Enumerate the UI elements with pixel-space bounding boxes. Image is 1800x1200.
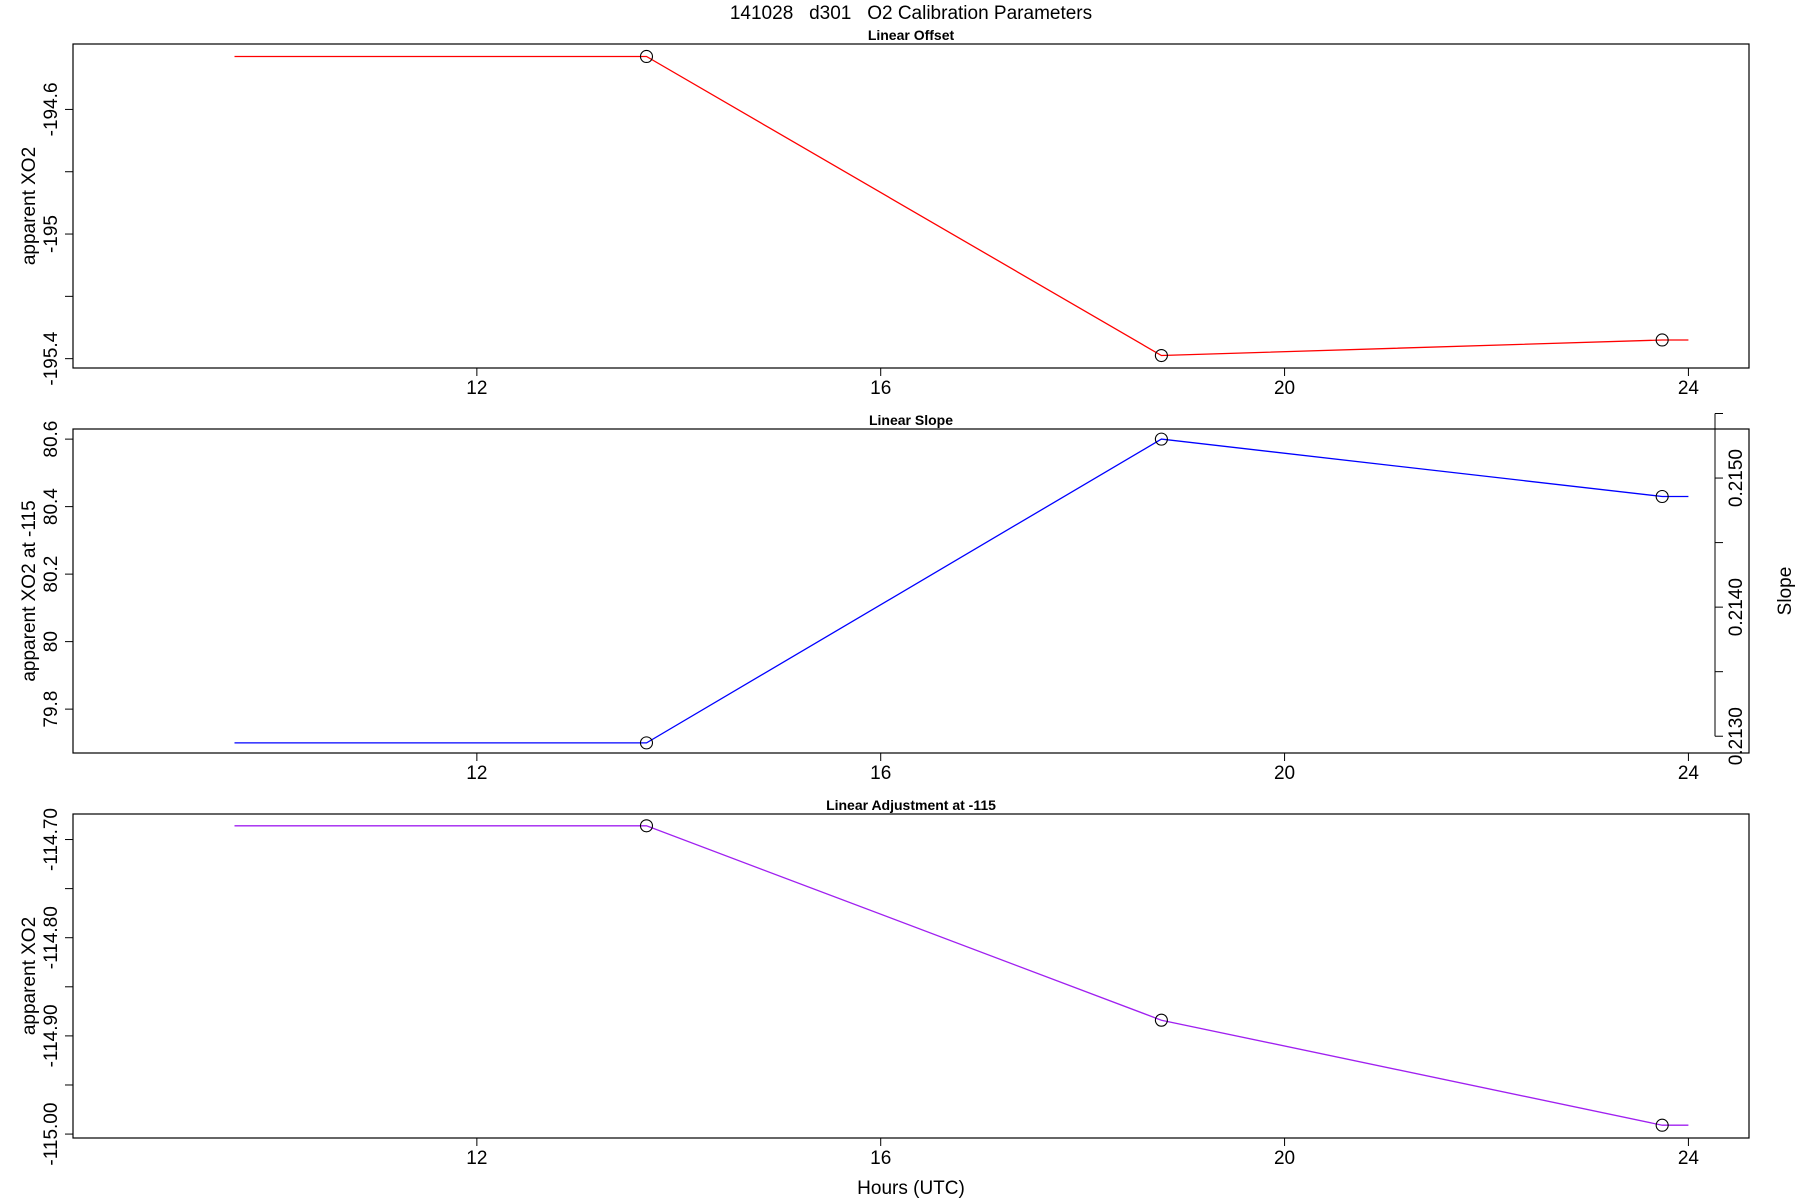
linear-slope-title: Linear Slope <box>869 412 953 428</box>
linear-slope-data-point <box>639 736 654 750</box>
linear-offset-data-point <box>1154 348 1168 363</box>
linear-slope-y-tick-label-0: 79.8 <box>41 691 62 728</box>
linear-slope-y-tick-label-1: 80 <box>41 631 62 652</box>
linear-slope-plot-frame <box>72 428 1750 754</box>
linear-adjustment-y-tick-label-0: -115.00 <box>41 1103 62 1166</box>
linear-offset-x-tick-label-24: 24 <box>1678 378 1700 399</box>
linear-offset-title: Linear Offset <box>868 27 955 43</box>
x-axis-label: Hours (UTC) <box>857 1178 965 1199</box>
linear-adjustment-x-tick-label-24: 24 <box>1678 1148 1700 1169</box>
linear-adjustment-title: Linear Adjustment at -115 <box>826 797 996 813</box>
linear-slope-y-tick-label-4: 80.6 <box>41 421 62 458</box>
linear-slope-right-tick-label-1: 0.2140 <box>1726 578 1747 636</box>
linear-adjustment-data-point <box>1655 1118 1669 1132</box>
linear-slope-y-tick-label-3: 80.4 <box>41 488 62 525</box>
linear-slope-y-axis-label: apparent XO2 at -115 <box>19 500 40 681</box>
linear-slope-right-tick-label-2: 0.2150 <box>1726 449 1747 507</box>
linear-offset-plot-frame <box>72 43 1750 369</box>
linear-offset-panel: Linear Offset 12 16 20 24 -195.4 -195 -194.6app… <box>19 27 1750 399</box>
linear-slope-panel: Linear Slope 12 16 20 24 79.8 80 80.2 80.4 80.6 ap… <box>19 412 1796 784</box>
linear-offset-y-tick-label-2: -194.6 <box>41 82 62 136</box>
linear-slope-x-tick-label-12: 12 <box>466 763 487 784</box>
linear-adjustment-plot-frame <box>72 813 1750 1139</box>
linear-adjustment-y-tick-label-3: -114.70 <box>41 808 62 871</box>
linear-adjustment-panel: Linear Adjustment at -115 12 16 20 24 -115.00… <box>19 797 1750 1169</box>
linear-slope-data-point <box>1154 432 1168 446</box>
linear-slope-x-tick-label-20: 20 <box>1274 763 1295 784</box>
linear-adjustment-series-line <box>234 825 1689 1126</box>
linear-adjustment-y-tick-label-2: -114.80 <box>41 906 62 969</box>
linear-slope-x-tick-label-16: 16 <box>870 763 891 784</box>
linear-slope-data-point <box>1655 489 1669 504</box>
linear-offset-x-tick-label-20: 20 <box>1274 378 1295 399</box>
linear-slope-right-tick-label-0: 0.2130 <box>1726 707 1747 765</box>
linear-adjustment-data-point <box>639 819 654 833</box>
linear-offset-data-point <box>1655 333 1669 347</box>
linear-adjustment-y-tick-label-1: -114.90 <box>41 1004 62 1067</box>
linear-offset-x-tick-label-16: 16 <box>870 378 891 399</box>
linear-slope-y-tick-label-2: 80.2 <box>41 556 62 593</box>
linear-adjustment-y-axis-label: apparent XO2 <box>19 917 40 1035</box>
linear-adjustment-x-tick-label-20: 20 <box>1274 1148 1295 1169</box>
linear-offset-y-tick-label-1: -195 <box>41 215 62 253</box>
linear-offset-x-tick-label-12: 12 <box>466 378 487 399</box>
linear-offset-y-tick-label-0: -195.4 <box>41 331 62 385</box>
linear-offset-series-line <box>234 55 1689 357</box>
linear-offset-y-axis-label: apparent XO2 <box>19 147 40 265</box>
figure-title: 141028 d301 O2 Calibration Parameters <box>730 3 1092 24</box>
linear-slope-x-tick-label-24: 24 <box>1678 763 1700 784</box>
linear-slope-right-axis-label: Slope <box>1775 567 1796 616</box>
linear-adjustment-data-point <box>1154 1013 1168 1027</box>
linear-offset-data-point <box>639 49 654 64</box>
linear-adjustment-x-tick-label-12: 12 <box>466 1148 487 1169</box>
linear-slope-series-line <box>234 438 1689 744</box>
linear-adjustment-x-tick-label-16: 16 <box>870 1148 891 1169</box>
